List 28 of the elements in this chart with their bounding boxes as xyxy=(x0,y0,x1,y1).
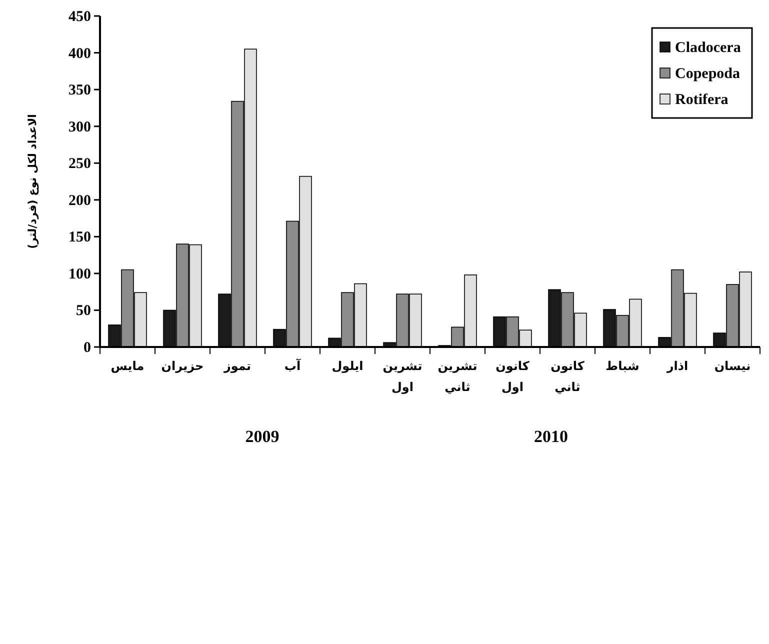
x-tick-label: آب xyxy=(284,358,302,373)
x-tick-label: كانون ثاني xyxy=(550,359,584,394)
legend-label: Rotifera xyxy=(675,92,729,108)
y-tick-label: 200 xyxy=(68,192,91,209)
y-tick-label: 450 xyxy=(68,9,91,25)
legend-label: Cladocera xyxy=(675,40,742,56)
y-axis-title: الاعداد لكل نوع (فرد/لتر) xyxy=(26,114,39,249)
y-tick-label: 0 xyxy=(84,340,91,356)
x-tick-label: مايس xyxy=(110,359,144,373)
x-tick-label: كانون اول xyxy=(496,359,530,394)
x-tick-label: تشرين ثاني xyxy=(438,359,478,394)
text: 2009 xyxy=(245,427,280,446)
x-tick-label: شباط xyxy=(606,359,640,373)
y-tick-label: 150 xyxy=(68,230,91,246)
x-tick-label: اذار xyxy=(666,359,688,373)
y-tick-label: 250 xyxy=(68,156,91,172)
y-tick-label: 350 xyxy=(68,82,91,99)
text: 2010 xyxy=(534,427,568,446)
y-tick-label: 300 xyxy=(68,119,91,136)
x-tick-label: تشرين اول xyxy=(382,359,422,394)
legend-label: Copepoda xyxy=(675,66,741,82)
x-tick-label: ايلول xyxy=(332,359,364,373)
x-tick-label: تموز xyxy=(223,359,251,373)
x-tick-label: نيسان xyxy=(714,359,751,373)
y-tick-label: 100 xyxy=(68,266,91,282)
x-tick-label: حزيران xyxy=(161,359,204,373)
y-tick-label: 50 xyxy=(76,303,91,320)
y-tick-label: 400 xyxy=(68,46,91,62)
